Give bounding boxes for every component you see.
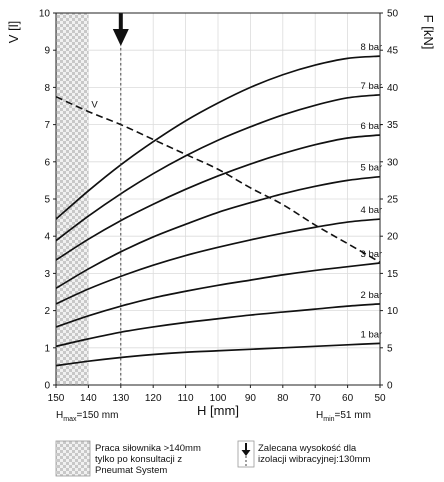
series-line-4-bar <box>55 218 381 305</box>
legend-arrow-down-icon <box>241 450 251 456</box>
series-line-5-bar <box>55 175 381 290</box>
h-max-subscript: max <box>63 416 77 423</box>
x-tick-label: 150 <box>48 393 65 404</box>
y-right-tick-label: 0 <box>387 381 393 392</box>
legend-arrow-line-1: Zalecana wysokość dla <box>258 443 357 454</box>
y-right-tick-label: 15 <box>387 269 399 280</box>
y-axis-left-title: V [l] <box>6 21 21 43</box>
series-layer <box>55 55 381 367</box>
legend-hatch-line-2: tylko po konsultacji z <box>95 454 182 465</box>
x-tick-label: 110 <box>178 393 194 404</box>
y-right-tick-label: 20 <box>387 232 399 243</box>
y-left-tick-label: 9 <box>44 46 50 57</box>
h-min-symbol: H <box>316 410 323 421</box>
series-label-3-bar: 3 bar <box>361 249 383 260</box>
restricted-zone-hatch <box>56 13 89 385</box>
legend-hatch-text: Praca siłownika >140mm tylko po konsulta… <box>95 443 204 476</box>
x-tick-label: 130 <box>112 393 129 404</box>
x-tick-label: 50 <box>374 393 386 404</box>
series-label-8-bar: 8 bar <box>361 42 383 53</box>
series-line-1-bar <box>55 342 381 367</box>
h-min-subscript: min <box>323 416 334 423</box>
recommended-height-marker <box>112 13 129 385</box>
legend-recommended-height: Zalecana wysokość dla izolacji wibracyjn… <box>237 440 371 468</box>
arrow-down-icon <box>112 29 129 46</box>
tick-labels: 150 140 130 120 110 100 90 80 70 60 50012345678910… <box>39 9 399 405</box>
grid <box>55 12 381 386</box>
x-tick-label: 80 <box>277 393 289 404</box>
x-tick-label: 90 <box>245 393 257 404</box>
series-line-6-bar <box>55 134 381 261</box>
h-max-value: =150 mm <box>76 410 118 421</box>
y-right-tick-label: 10 <box>387 306 399 317</box>
y-right-tick-label: 45 <box>387 46 399 57</box>
series-label-6-bar: 6 bar <box>361 121 383 132</box>
y-left-tick-label: 5 <box>44 195 50 206</box>
series-label-2-bar: 2 bar <box>361 290 383 301</box>
legend-hatch-line-3: Pneumat System <box>95 465 167 476</box>
series-line-2-bar <box>55 303 381 348</box>
y-right-tick-label: 50 <box>387 9 399 20</box>
series-label-4-bar: 4 bar <box>361 205 383 216</box>
legend-hatch-swatch <box>55 440 91 477</box>
h-min-value: =51 mm <box>335 410 371 421</box>
y-axis-right-title: F [kN] <box>421 15 436 50</box>
y-left-tick-label: 3 <box>44 269 50 280</box>
y-left-tick-label: 2 <box>44 306 50 317</box>
series-line-v <box>55 95 381 263</box>
x-axis-title: H [mm] <box>197 403 239 418</box>
h-min-label: Hmin=51 mm <box>316 410 371 423</box>
series-line-3-bar <box>55 262 381 328</box>
h-max-symbol: H <box>56 410 63 421</box>
x-tick-label: 60 <box>342 393 354 404</box>
recommended-height-arrow-shaft <box>118 13 123 30</box>
legend-arrow-line-2: izolacji wibracyjnej:130mm <box>258 454 371 465</box>
y-right-tick-label: 25 <box>387 195 399 206</box>
y-left-tick-label: 10 <box>39 9 51 20</box>
legend-arrow-text: Zalecana wysokość dla izolacji wibracyjn… <box>258 443 371 465</box>
y-right-tick-label: 30 <box>387 157 399 168</box>
x-tick-label: 140 <box>80 393 97 404</box>
h-max-label: Hmax=150 mm <box>56 410 118 423</box>
series-line-7-bar <box>55 93 381 242</box>
y-left-tick-label: 4 <box>44 232 50 243</box>
y-left-tick-label: 7 <box>44 120 50 131</box>
legend-hatch-line-1: Praca siłownika >140mm <box>95 443 201 454</box>
y-left-tick-label: 0 <box>44 381 50 392</box>
y-right-tick-label: 35 <box>387 120 399 131</box>
series-label-5-bar: 5 bar <box>361 163 383 174</box>
y-left-tick-label: 6 <box>44 157 50 168</box>
series-labels: 1 bar 2 bar 3 bar 4 bar 5 bar 6 bar 7 bar 8 bar… <box>91 42 382 340</box>
series-label-1-bar: 1 bar <box>361 329 383 340</box>
y-right-tick-label: 40 <box>387 83 399 94</box>
x-tick-label: 100 <box>210 393 227 404</box>
y-left-tick-label: 1 <box>44 343 50 354</box>
y-left-tick-label: 8 <box>44 83 50 94</box>
series-line-8-bar <box>55 55 381 220</box>
x-tick-label: 120 <box>145 393 162 404</box>
legend-hatched-zone: Praca siłownika >140mm tylko po konsulta… <box>55 440 204 477</box>
series-label-7-bar: 7 bar <box>361 81 383 92</box>
y-right-tick-label: 5 <box>387 343 393 354</box>
series-label-v: V <box>91 100 98 111</box>
x-tick-label: 70 <box>310 393 322 404</box>
